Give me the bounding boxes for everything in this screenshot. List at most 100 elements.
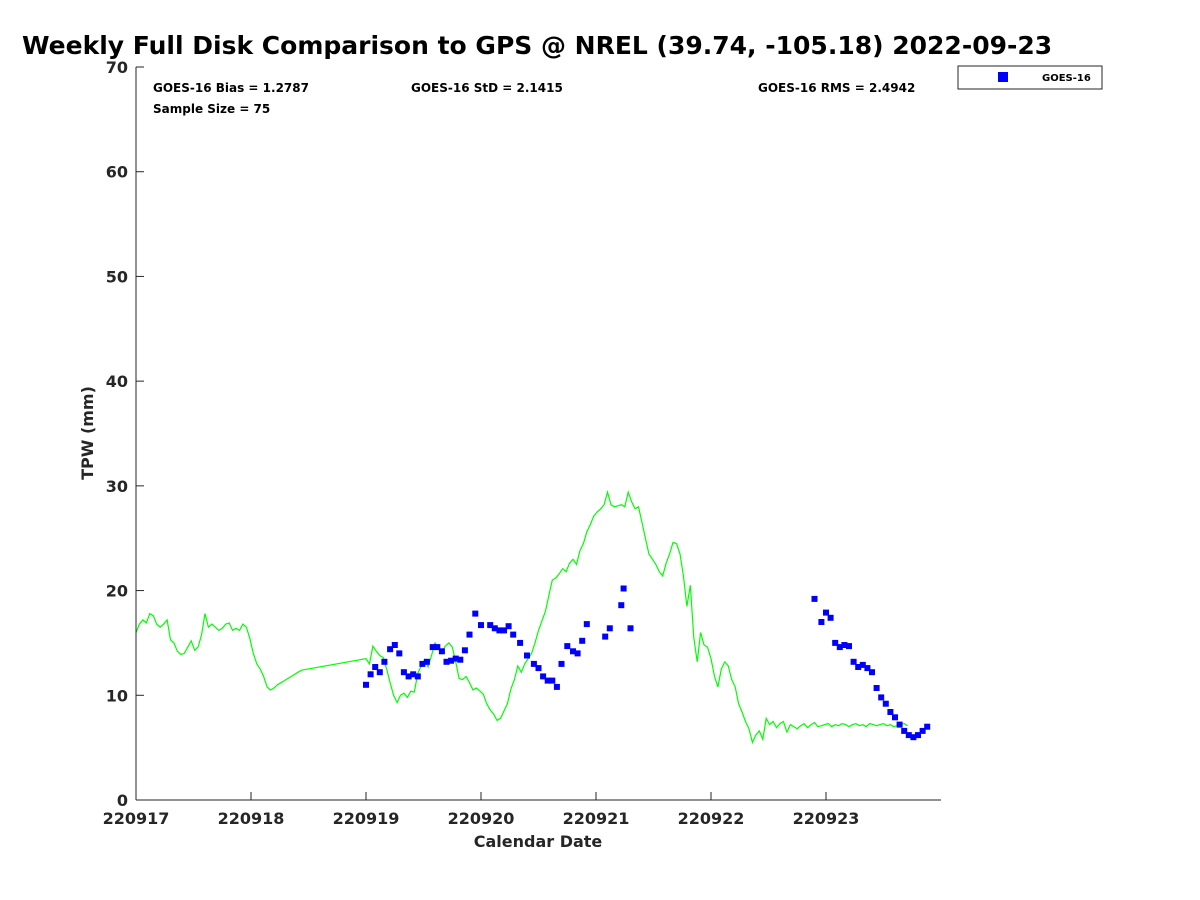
x-tick-label: 220922	[678, 809, 745, 828]
legend-label-goes-16: GOES-16	[1042, 73, 1091, 84]
goes-16-point	[410, 671, 417, 678]
legend-marker-goes-16	[998, 72, 1008, 82]
goes-16-point	[457, 656, 464, 663]
legend: GOES-16	[957, 65, 1103, 90]
goes-16-point	[443, 658, 450, 665]
goes-16-point	[396, 650, 403, 657]
goes-16-point	[400, 669, 407, 676]
goes-16-point	[887, 709, 894, 715]
sample-size-stat: Sample Size = 75	[153, 102, 270, 116]
goes-16-point	[496, 627, 503, 634]
goes-16-point	[855, 664, 862, 670]
y-tick-label: 40	[106, 372, 128, 391]
y-axis-ticks: 0 10 20 30 40 50 60 70	[106, 58, 144, 810]
goes-16-point	[919, 727, 926, 734]
goes-16-point	[524, 652, 530, 659]
goes-16-point	[387, 646, 394, 653]
goes-16-point	[429, 644, 436, 651]
goes-16-point	[869, 669, 875, 676]
goes-16-point	[381, 658, 388, 665]
gps-line	[135, 489, 908, 745]
goes-16-point	[535, 665, 542, 672]
goes-16-point	[549, 677, 556, 684]
plot-area	[135, 67, 941, 801]
goes-16-point	[501, 627, 507, 634]
goes-16-point	[363, 681, 369, 688]
goes-16-point	[452, 655, 459, 662]
goes-16-point	[811, 595, 818, 602]
goes-16-point	[461, 647, 468, 654]
goes-16-point	[896, 721, 903, 728]
bias-stat: GOES-16 Bias = 1.2787	[153, 81, 309, 95]
goes-16-point	[620, 585, 627, 592]
x-tick-label: 220920	[448, 809, 515, 828]
goes-16-point	[553, 683, 560, 690]
goes-16-point	[564, 643, 571, 650]
goes-16-point	[391, 642, 398, 648]
goes-16-point	[570, 648, 576, 655]
goes-16-point	[873, 685, 880, 691]
x-tick-label: 220919	[333, 809, 400, 828]
goes-16-point	[405, 673, 412, 680]
goes-16-point	[434, 644, 441, 651]
x-tick-label: 220921	[563, 809, 630, 828]
plot-frame	[136, 67, 941, 800]
goes-16-point	[583, 621, 590, 628]
goes-16-series	[363, 585, 931, 741]
goes-16-point	[915, 732, 921, 739]
goes-16-point	[905, 732, 912, 739]
goes-16-point	[841, 642, 848, 648]
goes-16-point	[478, 622, 484, 629]
goes-16-point	[892, 714, 898, 721]
goes-16-point	[510, 631, 517, 638]
gps-series	[135, 489, 908, 745]
goes-16-point	[505, 623, 512, 630]
goes-16-point	[818, 619, 825, 625]
legend-box	[957, 65, 1103, 90]
goes-16-point	[878, 694, 885, 701]
goes-16-point	[517, 639, 524, 646]
goes-16-point	[472, 610, 479, 617]
goes-16-point	[376, 669, 383, 676]
goes-16-point	[579, 637, 586, 644]
goes-16-point	[540, 673, 547, 680]
goes-16-point	[438, 648, 445, 655]
goes-16-point	[606, 625, 613, 632]
goes-16-point	[846, 643, 852, 650]
x-tick-label: 220917	[103, 809, 170, 828]
goes-16-point	[423, 658, 430, 665]
x-tick-label: 220923	[793, 809, 860, 828]
goes-16-point	[466, 631, 473, 638]
goes-16-point	[859, 661, 866, 668]
goes-16-point	[558, 660, 565, 667]
goes-16-point	[910, 734, 917, 741]
goes-16-point	[864, 665, 871, 672]
goes-16-point	[448, 657, 455, 664]
goes-16-point	[924, 723, 931, 730]
y-tick-label: 0	[117, 791, 128, 810]
goes-16-point	[530, 660, 537, 667]
y-tick-label: 20	[106, 582, 128, 601]
goes-16-point	[823, 609, 829, 616]
goes-16-point	[367, 671, 374, 678]
goes-16-point	[419, 660, 426, 667]
x-axis-ticks: 220917 220918 220919 220920 220921 220922 2209…	[103, 792, 860, 828]
goes-16-point	[836, 644, 843, 651]
goes-16-point	[618, 602, 625, 609]
goes-16-point	[544, 677, 551, 684]
goes-16-point	[491, 625, 498, 632]
goes-16-point	[627, 625, 634, 632]
y-tick-label: 60	[106, 163, 128, 182]
y-tick-label: 50	[106, 267, 128, 286]
y-tick-label: 70	[106, 58, 128, 77]
rms-stat: GOES-16 RMS = 2.4942	[758, 81, 915, 95]
goes-16-point	[372, 664, 379, 670]
goes-16-point	[882, 700, 889, 707]
goes-16-point	[827, 614, 834, 621]
goes-16-point	[832, 639, 839, 646]
goes-16-point	[414, 673, 421, 680]
std-stat: GOES-16 StD = 2.1415	[411, 81, 563, 95]
x-tick-label: 220918	[218, 809, 285, 828]
chart-title: Weekly Full Disk Comparison to GPS @ NRE…	[22, 31, 1052, 60]
